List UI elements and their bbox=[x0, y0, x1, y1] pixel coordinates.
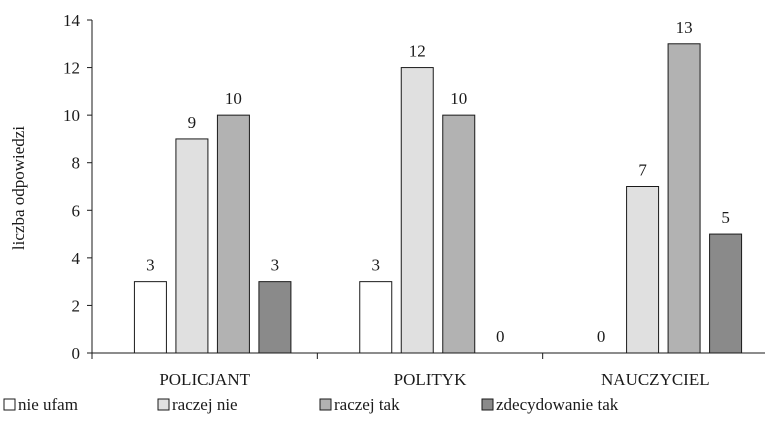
y-axis-title: liczba odpowiedzi bbox=[9, 126, 28, 250]
category-label-policjant: POLICJANT bbox=[159, 370, 250, 389]
legend-swatch-3 bbox=[481, 398, 494, 411]
legend: nie ufam raczej nie raczej tak zdecydowanie… bbox=[3, 395, 619, 414]
data-label-polityk-1: 12 bbox=[409, 42, 426, 61]
data-label-nauczyciel-2: 13 bbox=[676, 18, 693, 37]
y-tick-label-1: 2 bbox=[72, 296, 81, 315]
category-label-polityk: POLITYK bbox=[394, 370, 467, 389]
y-tick-label-2: 4 bbox=[72, 249, 81, 268]
legend-swatch-0 bbox=[3, 398, 16, 411]
data-labels: 3 9 10 3 3 12 10 0 0 7 13 5 bbox=[146, 18, 730, 346]
x-axis: POLICJANT POLITYK NAUCZYCIEL bbox=[91, 352, 765, 389]
bar-polityk-2 bbox=[442, 114, 476, 354]
data-label-policjant-0: 3 bbox=[146, 256, 155, 275]
bar-nauczyciel-1 bbox=[626, 186, 660, 354]
bar-polityk-0 bbox=[359, 281, 393, 354]
bars bbox=[133, 43, 743, 354]
y-tick-label-4: 8 bbox=[72, 154, 81, 173]
bar-nauczyciel-3 bbox=[709, 233, 743, 354]
bar-policjant-2 bbox=[216, 114, 250, 354]
y-tick-label-3: 6 bbox=[72, 201, 81, 220]
legend-label-0: nie ufam bbox=[18, 395, 78, 414]
data-label-polityk-0: 3 bbox=[372, 256, 381, 275]
bar-policjant-0 bbox=[133, 281, 167, 354]
y-tick-label-5: 10 bbox=[63, 106, 80, 125]
bar-policjant-1 bbox=[175, 138, 209, 354]
data-label-nauczyciel-0: 0 bbox=[597, 327, 606, 346]
data-label-polityk-2: 10 bbox=[450, 89, 467, 108]
legend-label-1: raczej nie bbox=[172, 395, 238, 414]
legend-label-2: raczej tak bbox=[334, 395, 400, 414]
y-tick-label-6: 12 bbox=[63, 59, 80, 78]
data-label-nauczyciel-3: 5 bbox=[721, 208, 730, 227]
data-label-policjant-2: 10 bbox=[225, 89, 242, 108]
data-label-nauczyciel-1: 7 bbox=[638, 161, 647, 180]
bar-policjant-3 bbox=[258, 281, 292, 354]
y-tick-label-0: 0 bbox=[72, 344, 81, 363]
legend-swatch-2 bbox=[319, 398, 332, 411]
data-label-policjant-1: 9 bbox=[188, 113, 197, 132]
bar-nauczyciel-2 bbox=[667, 43, 701, 354]
bar-polityk-1 bbox=[400, 67, 434, 354]
y-tick-label-7: 14 bbox=[63, 11, 81, 30]
data-label-polityk-3: 0 bbox=[496, 327, 505, 346]
legend-label-3: zdecydowanie tak bbox=[496, 395, 619, 414]
y-axis: 0 2 4 6 8 10 12 14 bbox=[63, 11, 93, 363]
data-label-policjant-3: 3 bbox=[271, 256, 280, 275]
legend-swatch-1 bbox=[157, 398, 170, 411]
category-label-nauczyciel: NAUCZYCIEL bbox=[601, 370, 710, 389]
